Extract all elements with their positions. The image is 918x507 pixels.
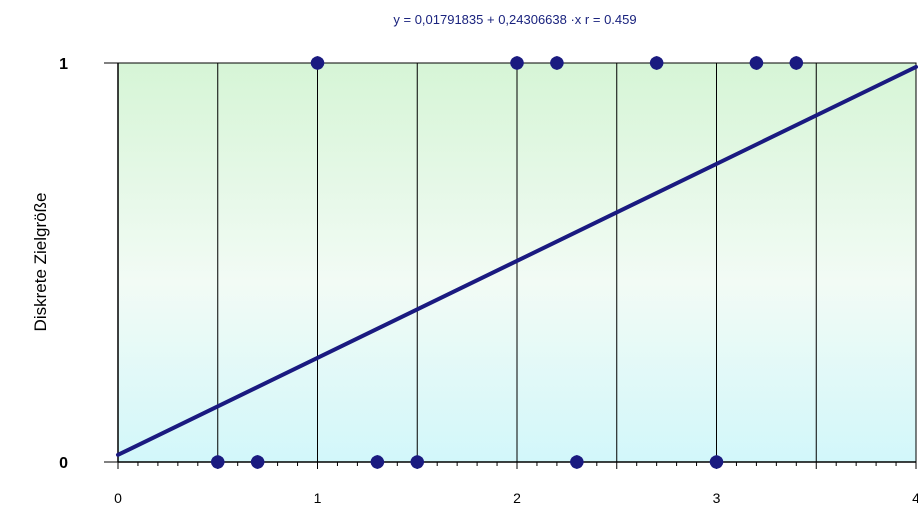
x-tick-label: 3 [713, 490, 721, 506]
data-point [649, 56, 664, 70]
y-tick-labels: 01 [59, 56, 68, 472]
x-tick-label: 1 [314, 490, 322, 506]
data-point [370, 455, 385, 469]
y-axis-label: Diskrete Zielgröße [31, 193, 50, 332]
regression-line [116, 64, 918, 457]
data-points [210, 56, 804, 469]
data-point [410, 455, 425, 469]
regression-line-path [116, 64, 918, 457]
data-point [709, 455, 724, 469]
data-point [210, 455, 225, 469]
x-tick-label: 2 [513, 490, 521, 506]
x-tick-labels: 0 1 2 3 4 [114, 490, 918, 506]
data-point [749, 56, 764, 70]
data-point [510, 56, 524, 70]
x-tick-label: 0 [114, 490, 122, 506]
data-point [549, 56, 564, 70]
chart-title: y = 0,01791835 + 0,24306638 ·x r = 0.459 [393, 12, 636, 27]
x-tick-label: 4 [912, 490, 918, 506]
data-point [789, 56, 804, 70]
data-point [569, 455, 584, 469]
data-point [310, 56, 325, 70]
y-tick-label: 0 [59, 455, 68, 472]
grid-lines [217, 63, 817, 462]
y-tick-label: 1 [59, 56, 68, 73]
data-point [250, 455, 265, 469]
